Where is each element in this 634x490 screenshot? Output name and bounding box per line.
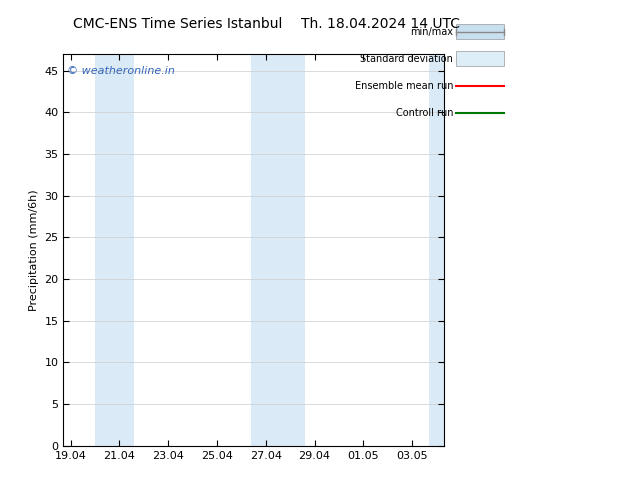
Bar bbox=[251, 54, 305, 446]
Text: Th. 18.04.2024 14 UTC: Th. 18.04.2024 14 UTC bbox=[301, 17, 460, 31]
Bar bbox=[429, 54, 444, 446]
Text: Ensemble mean run: Ensemble mean run bbox=[355, 81, 453, 91]
Text: min/max: min/max bbox=[410, 27, 453, 37]
Text: Controll run: Controll run bbox=[396, 108, 453, 118]
Text: Standard deviation: Standard deviation bbox=[361, 54, 453, 64]
Y-axis label: Precipitation (mm/6h): Precipitation (mm/6h) bbox=[29, 189, 39, 311]
Bar bbox=[95, 54, 134, 446]
Text: © weatheronline.in: © weatheronline.in bbox=[67, 66, 175, 75]
Text: CMC-ENS Time Series Istanbul: CMC-ENS Time Series Istanbul bbox=[73, 17, 282, 31]
